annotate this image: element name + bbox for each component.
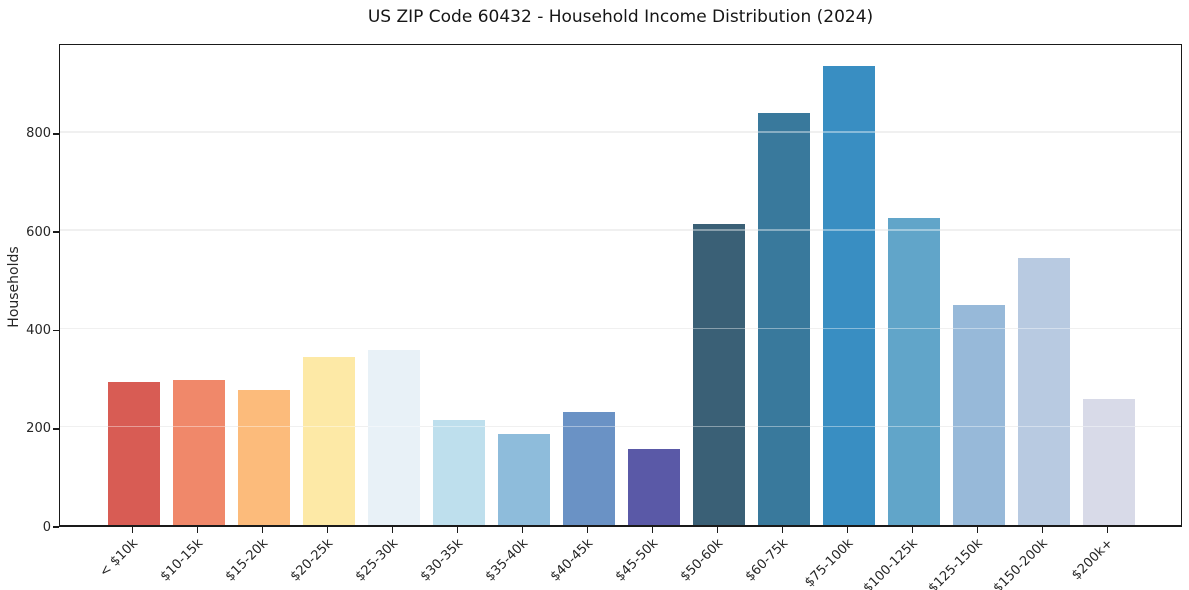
x-tick-mark-$35-40k xyxy=(521,527,524,533)
x-tick-label-$200k+: $200k+ xyxy=(1069,536,1117,584)
gridline-y-200 xyxy=(60,425,1181,428)
x-tick-mark-$40-45k xyxy=(586,527,589,533)
x-tick-label-$100-125k: $100-125k xyxy=(860,536,922,590)
bar-$40-45k xyxy=(562,411,615,525)
x-tick-mark-$150-200k xyxy=(1041,527,1044,533)
x-tick-label-$25-30k: $25-30k xyxy=(352,536,402,585)
x-tick-mark-$75-100k xyxy=(846,527,849,533)
x-tick-label-$15-20k: $15-20k xyxy=(222,536,272,585)
bar-$60-75k xyxy=(757,113,810,525)
y-tick-mark-800 xyxy=(53,133,59,135)
x-tick-mark-$25-30k xyxy=(391,527,394,533)
bar-$100-125k xyxy=(887,218,940,525)
y-tick-label-200: 200 xyxy=(26,421,51,437)
x-tick-label-$150-200k: $150-200k xyxy=(990,536,1052,590)
gridline-overlay-y-800 xyxy=(60,131,1181,133)
x-tick-mark-$50-60k xyxy=(716,527,719,533)
x-tick-mark-< $10k xyxy=(131,527,134,533)
x-tick-label-$50-60k: $50-60k xyxy=(677,536,727,585)
gridline-y-800 xyxy=(60,131,1181,133)
x-tick-label-$75-100k: $75-100k xyxy=(801,536,857,590)
chart-title: US ZIP Code 60432 - Household Income Dis… xyxy=(367,7,874,27)
x-tick-mark-$125-150k xyxy=(976,527,979,533)
x-tick-mark-$45-50k xyxy=(651,527,654,533)
x-tick-label-$20-25k: $20-25k xyxy=(287,536,337,585)
bar-$150-200k xyxy=(1017,258,1070,525)
plot-area xyxy=(59,44,1182,527)
x-tick-label-$45-50k: $45-50k xyxy=(612,536,662,585)
gridline-overlay-y-600 xyxy=(60,229,1181,231)
x-tick-mark-$10-15k xyxy=(196,527,199,533)
y-tick-label-400: 400 xyxy=(26,322,51,338)
bar-< $10k xyxy=(107,381,160,525)
x-tick-label-$125-150k: $125-150k xyxy=(925,536,987,590)
x-tick-mark-$200k+ xyxy=(1106,527,1109,533)
gridline-overlay-y-200 xyxy=(60,425,1181,428)
x-tick-label-$35-40k: $35-40k xyxy=(482,536,532,585)
y-tick-mark-200 xyxy=(53,427,59,430)
gridline-overlay-y-400 xyxy=(60,327,1181,330)
x-tick-label-$30-35k: $30-35k xyxy=(417,536,467,585)
bar-$200k+ xyxy=(1082,398,1135,525)
y-tick-mark-400 xyxy=(53,329,59,332)
gridline-y-600 xyxy=(60,229,1181,231)
bar-$30-35k xyxy=(432,419,485,525)
bar-$75-100k xyxy=(822,66,875,525)
bar-$25-30k xyxy=(367,349,420,525)
x-tick-label-$60-75k: $60-75k xyxy=(742,536,792,585)
y-tick-label-600: 600 xyxy=(26,224,51,240)
bar-$50-60k xyxy=(692,223,745,525)
bar-$125-150k xyxy=(952,304,1005,525)
gridline-y-400 xyxy=(60,327,1181,330)
x-tick-label-$10-15k: $10-15k xyxy=(157,536,207,585)
y-tick-mark-600 xyxy=(53,231,59,234)
x-tick-mark-$60-75k xyxy=(781,527,784,533)
x-tick-mark-$15-20k xyxy=(261,527,264,533)
x-tick-mark-$100-125k xyxy=(911,527,914,533)
x-tick-label-< $10k: < $10k xyxy=(97,536,142,581)
x-tick-label-$40-45k: $40-45k xyxy=(547,536,597,585)
bar-$20-25k xyxy=(302,356,355,525)
bar-$15-20k xyxy=(237,390,290,525)
bar-$45-50k xyxy=(627,449,680,525)
bar-$10-15k xyxy=(172,380,225,525)
bar-$35-40k xyxy=(497,433,550,525)
y-tick-mark-0 xyxy=(53,526,59,528)
y-tick-label-800: 800 xyxy=(26,126,51,142)
x-tick-mark-$30-35k xyxy=(456,527,459,533)
y-tick-label-0: 0 xyxy=(42,519,51,535)
x-tick-mark-$20-25k xyxy=(326,527,329,533)
